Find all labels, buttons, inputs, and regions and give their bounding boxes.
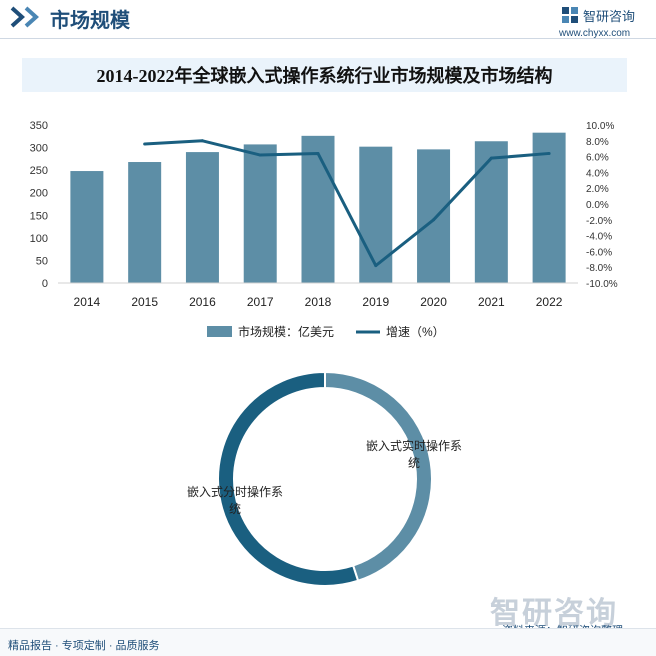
growth-point [200,139,204,143]
donut-label: 嵌入式分时操作系统 [187,484,283,516]
y-left-tick-label: 200 [30,188,48,200]
bar [474,141,508,283]
bar [417,149,451,283]
chart-title-banner: 2014-2022年全球嵌入式操作系统行业市场规模及市场结构 [22,58,627,92]
growth-line [144,139,550,268]
bar-line-chart: 0 50 100 150 200 250 300 350 -10.0% -8.0% -6.0% -4.… [30,120,618,339]
y-left-tick-label: 100 [30,233,48,245]
growth-point [547,151,551,155]
bar [70,171,104,283]
y-left-tick-label: 0 [42,278,48,290]
growth-point [143,142,147,146]
x-tick-label: 2017 [247,295,274,309]
y-right-tick-label: -10.0% [586,279,618,290]
growth-point [432,218,436,222]
x-tick-label: 2020 [420,295,447,309]
growth-point [316,151,320,155]
y-left-tick-label: 300 [30,143,48,155]
growth-point [489,156,493,160]
chart-title: 2014-2022年全球嵌入式操作系统行业市场规模及市场结构 [96,66,553,86]
y-right-tick-label: 8.0% [586,137,609,148]
y-right-tick-label: -2.0% [586,216,612,227]
growth-point [258,153,262,157]
y-left-tick-label: 150 [30,210,48,222]
x-tick-label: 2018 [305,295,332,309]
y-right-tick-label: 10.0% [586,121,614,132]
bar [185,152,219,283]
footer-text: 精品报告 · 专项定制 · 品质服务 [8,640,160,652]
brand-name: 智研咨询 [583,9,636,24]
bar [128,162,162,283]
page-header: 市场规模 智研咨询 www.chyxx.com [0,0,656,40]
x-tick-label: 2019 [362,295,389,309]
x-tick-label: 2015 [131,295,158,309]
bar [532,132,566,283]
x-tick-label: 2014 [74,295,101,309]
growth-point [374,264,378,268]
double-chevron-icon [10,6,39,28]
legend-label: 市场规模：亿美元 [238,324,334,339]
bar [243,144,277,283]
legend-label: 增速（%） [386,325,445,339]
y-right-tick-label: 6.0% [586,153,609,164]
page-footer: 精品报告 · 专项定制 · 品质服务 [0,628,656,656]
bar [359,146,393,283]
donut-segment [217,370,360,587]
page-title: 市场规模 [50,10,130,32]
header-divider [0,38,656,39]
y-right-tick-label: -8.0% [586,263,612,274]
source-brand-watermark: 智研咨询 [490,597,618,630]
x-tick-label: 2022 [536,295,563,309]
y-left-tick-label: 50 [36,255,48,267]
donut-label: 嵌入式实时操作系统 [366,438,462,470]
y-left-tick-label: 350 [30,120,48,132]
x-tick-label: 2016 [189,295,216,309]
donut-segment [324,370,433,583]
y-right-tick-label: -6.0% [586,247,612,258]
y-right-tick-label: -4.0% [586,232,612,243]
y-right-tick-label: 2.0% [586,184,609,195]
y-left-tick-label: 250 [30,165,48,177]
brand-url[interactable]: www.chyxx.com [559,28,631,39]
legend-swatch-bar [207,326,232,337]
y-right-tick-label: 0.0% [586,200,609,211]
bar [301,135,335,283]
brand-logo-icon [562,7,578,23]
x-tick-label: 2021 [478,295,505,309]
y-right-tick-label: 4.0% [586,168,609,179]
